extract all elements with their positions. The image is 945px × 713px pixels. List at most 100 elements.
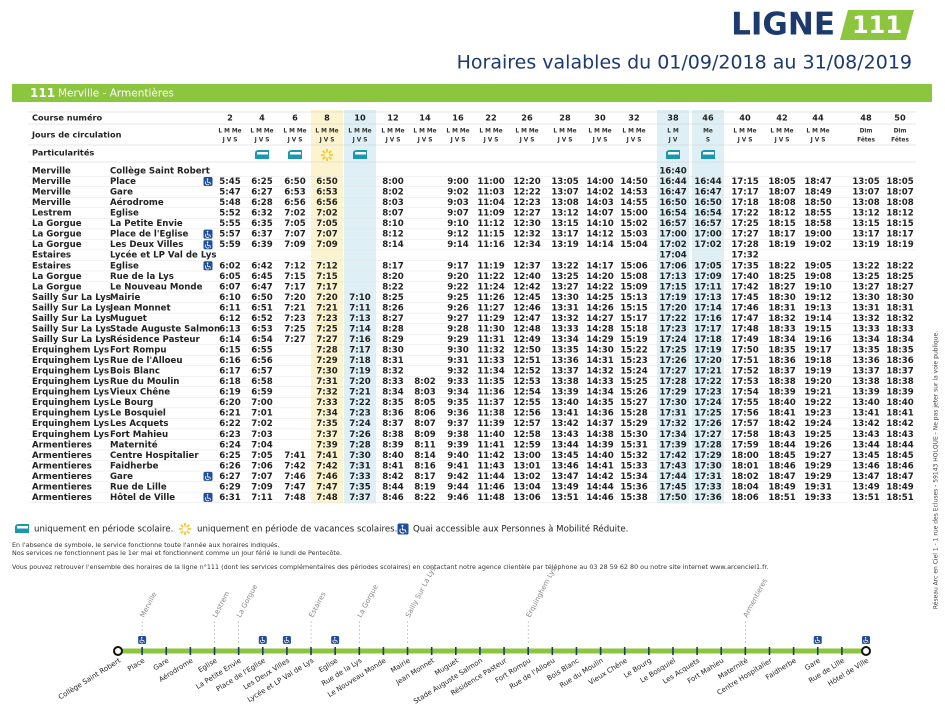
header-label: Course numéro (32, 113, 103, 123)
time: 12:22 (513, 188, 540, 198)
time: 6:58 (251, 377, 272, 387)
time: 7:07 (284, 230, 305, 240)
city: Sailly Sur La Lys (32, 314, 111, 324)
time: 19:29 (804, 472, 831, 482)
school-icon (701, 150, 715, 159)
time: 11:46 (477, 482, 504, 492)
time: 18:08 (886, 198, 913, 208)
time: 15:34 (620, 472, 647, 482)
time: 18:47 (768, 472, 795, 482)
days: J V S (287, 138, 303, 144)
accessible-icon (258, 636, 267, 644)
time: 15:30 (620, 430, 647, 440)
time: 8:05 (414, 398, 435, 408)
time: 18:51 (768, 493, 795, 503)
time: 18:06 (731, 493, 758, 503)
stop: Résidence Pasteur (110, 334, 201, 345)
time: 12:50 (513, 346, 540, 356)
time: 6:45 (251, 272, 272, 282)
time: 16:57 (659, 219, 686, 229)
school-icon (666, 150, 680, 159)
time: 19:31 (804, 482, 831, 492)
time: 17:27 (731, 230, 758, 240)
time: 14:20 (586, 272, 613, 282)
time: 6:23 (219, 430, 240, 440)
time: 18:17 (886, 230, 913, 240)
course-number: 38 (667, 113, 679, 123)
time: 16:44 (659, 177, 686, 187)
time: 12:34 (513, 240, 540, 250)
time: 13:33 (551, 324, 578, 334)
time: 17:52 (731, 367, 758, 377)
time: 17:14 (694, 303, 721, 313)
time: 13:45 (551, 451, 578, 461)
time: 13:39 (852, 388, 879, 398)
time: 11:16 (477, 240, 504, 250)
time: 15:31 (620, 440, 647, 450)
time: 8:44 (382, 482, 403, 492)
time: 7:20 (349, 377, 370, 387)
time: 18:44 (768, 440, 795, 450)
time: 7:21 (316, 303, 337, 313)
time: 9:07 (447, 209, 468, 219)
time: 7:25 (284, 324, 305, 334)
time: 13:05 (551, 177, 578, 187)
time: 17:28 (731, 240, 758, 250)
days: Fêtes (891, 137, 909, 144)
time: 19:13 (804, 303, 831, 313)
time: 13:12 (551, 209, 578, 219)
accessible-head (401, 524, 404, 527)
time: 13:34 (551, 335, 578, 345)
time: 7:02 (251, 419, 272, 429)
time: 19:12 (804, 293, 831, 303)
time: 18:12 (768, 209, 795, 219)
time: 17:30 (694, 461, 721, 471)
time: 11:30 (477, 324, 504, 334)
time: 18:40 (886, 398, 913, 408)
time: 13:51 (852, 493, 879, 503)
time: 7:27 (316, 335, 337, 345)
days: L M Me (733, 129, 756, 135)
time: 11:40 (477, 430, 504, 440)
days: L M Me (515, 129, 538, 135)
route-map: Collège Saint Robert PlaceMervilleGareAér… (57, 565, 871, 706)
city: Erquinghem Lys (32, 377, 109, 387)
line-word: LIGNE (731, 7, 835, 43)
time: 17:22 (694, 377, 721, 387)
time: 17:55 (731, 398, 758, 408)
time: 18:49 (768, 482, 795, 492)
time: 17:42 (659, 451, 686, 461)
column-shade (311, 110, 343, 504)
city: La Gorgue (32, 230, 82, 240)
time: 17:18 (731, 198, 758, 208)
time: 12:58 (513, 430, 540, 440)
time: 7:17 (349, 346, 370, 356)
time: 17:46 (731, 303, 758, 313)
time: 13:34 (852, 335, 879, 345)
time: 17:24 (694, 398, 721, 408)
time: 18:45 (768, 451, 795, 461)
column-shade (692, 110, 724, 504)
time: 7:29 (316, 356, 337, 366)
time: 11:33 (477, 356, 504, 366)
time: 6:42 (251, 261, 272, 271)
time: 17:40 (731, 272, 758, 282)
time: 18:32 (768, 314, 795, 324)
time: 11:19 (477, 261, 504, 271)
time: 18:30 (886, 293, 913, 303)
time: 13:45 (852, 451, 879, 461)
time: 8:16 (414, 461, 435, 471)
table: Course numéro Jours de circulation Particu… (28, 110, 916, 504)
time: 14:29 (586, 335, 613, 345)
city: Merville (32, 177, 71, 187)
time: 13:31 (852, 303, 879, 313)
time: 18:02 (731, 472, 758, 482)
accessible-head (141, 637, 143, 639)
time: 17:13 (694, 293, 721, 303)
time: 6:14 (219, 335, 240, 345)
time: 18:32 (886, 314, 913, 324)
time: 14:44 (586, 482, 613, 492)
time: 8:30 (382, 346, 403, 356)
time: 17:27 (694, 430, 721, 440)
time: 18:35 (886, 346, 913, 356)
